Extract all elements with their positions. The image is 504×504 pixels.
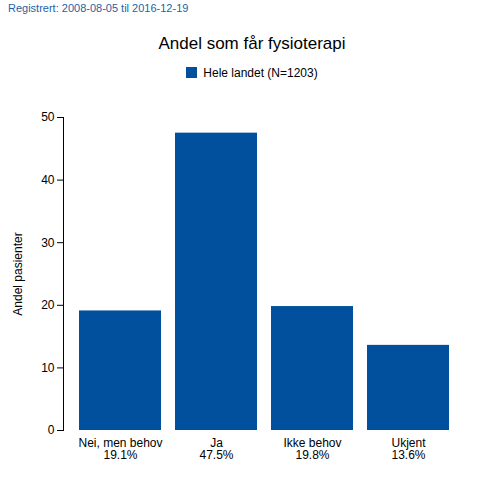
svg-text:Andel pasienter: Andel pasienter <box>11 232 25 315</box>
svg-text:Ukjent13.6%: Ukjent13.6% <box>391 436 426 462</box>
svg-text:Ja47.5%: Ja47.5% <box>199 436 233 462</box>
svg-text:20: 20 <box>41 298 55 312</box>
html-text:Andel som får fysioterapi: Andel som får fysioterapi <box>158 34 346 53</box>
svg-text:40: 40 <box>41 173 55 187</box>
svg-text:10: 10 <box>41 361 55 375</box>
html-text:Hele landet (N=1203): Hele landet (N=1203) <box>203 66 318 80</box>
html-text:Registrert: 2008-08-05 til 201: Registrert: 2008-08-05 til 2016-12-19 <box>8 2 189 14</box>
svg-text:0: 0 <box>48 423 55 437</box>
svg-text:Ikke behov19.8%: Ikke behov19.8% <box>283 436 341 462</box>
svg-text:Nei, men behov19.1%: Nei, men behov19.1% <box>78 436 162 462</box>
svg-text:30: 30 <box>41 236 55 250</box>
svg-text:50: 50 <box>41 110 55 124</box>
